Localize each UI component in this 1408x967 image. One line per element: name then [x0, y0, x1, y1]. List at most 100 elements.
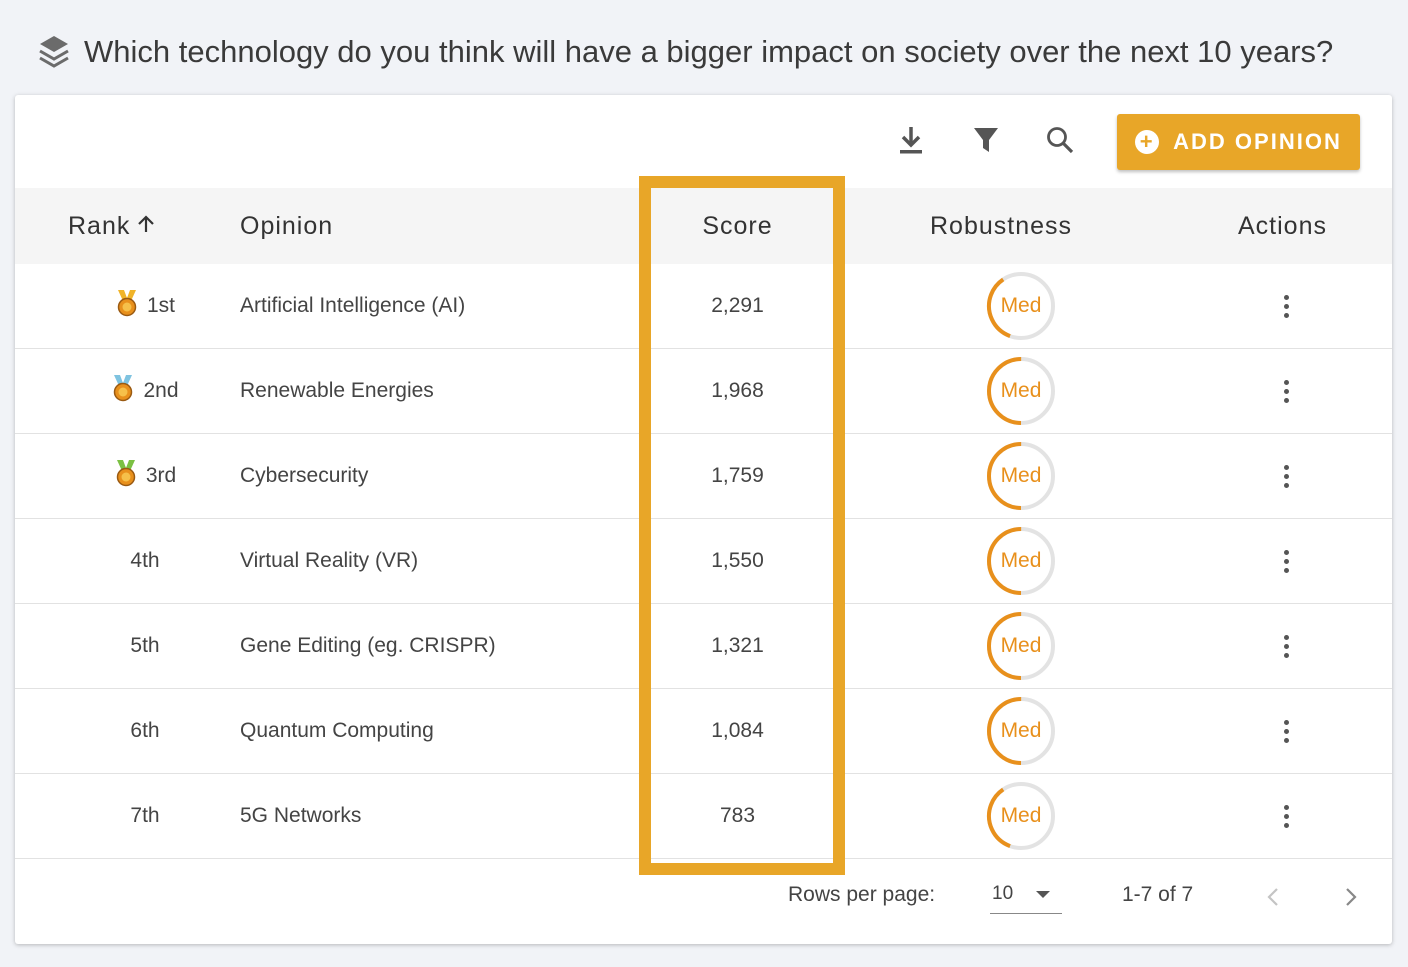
score-cell: 1,321 — [711, 634, 764, 657]
row-actions-button[interactable] — [1271, 349, 1301, 433]
more-vert-icon — [1283, 719, 1289, 743]
robustness-cell: Med — [985, 349, 1057, 433]
robustness-gauge: Med — [985, 355, 1057, 427]
robustness-label: Med — [1000, 719, 1042, 742]
rank-value: 4th — [130, 549, 160, 572]
score-cell: 2,291 — [711, 294, 764, 317]
robustness-label: Med — [1000, 464, 1042, 487]
table-pagination: Rows per page: 10 1-7 of 7 — [15, 855, 1392, 944]
robustness-label: Med — [1000, 294, 1042, 317]
row-actions-button[interactable] — [1271, 774, 1301, 858]
table-row[interactable]: 4th Virtual Reality (VR) 1,550 Med — [15, 519, 1392, 604]
rank-column-header[interactable]: Rank — [68, 188, 156, 264]
actions-column-header: Actions — [1238, 211, 1327, 240]
robustness-gauge: Med — [985, 610, 1057, 682]
add-circle-icon: + — [1135, 130, 1160, 154]
table-row[interactable]: 1st Artificial Intelligence (AI) 2,291 M… — [15, 264, 1392, 349]
table-row[interactable]: 6th Quantum Computing 1,084 Med — [15, 689, 1392, 774]
opinion-cell[interactable]: Artificial Intelligence (AI) — [240, 294, 466, 317]
row-actions-button[interactable] — [1271, 264, 1301, 348]
chevron-right-icon — [1346, 888, 1357, 906]
rank-value: 5th — [130, 634, 160, 657]
question-header: Which technology do you think will have … — [38, 28, 1333, 76]
gold-medal-icon — [115, 289, 139, 323]
table-row[interactable]: 7th 5G Networks 783 Med — [15, 774, 1392, 859]
download-icon[interactable] — [893, 122, 929, 158]
row-actions-button[interactable] — [1271, 519, 1301, 603]
row-actions-button[interactable] — [1271, 434, 1301, 518]
rank-header-label: Rank — [68, 211, 131, 240]
more-vert-icon — [1283, 549, 1289, 573]
rank-value: 7th — [130, 804, 160, 827]
score-cell: 1,084 — [711, 719, 764, 742]
add-opinion-button[interactable]: + ADD OPINION — [1117, 114, 1360, 170]
score-column-header[interactable]: Score — [702, 211, 773, 240]
score-cell: 1,550 — [711, 549, 764, 572]
layers-icon — [38, 34, 70, 70]
opinion-cell[interactable]: Renewable Energies — [240, 379, 434, 402]
robustness-gauge: Med — [985, 270, 1057, 342]
opinions-table-card: + ADD OPINION Rank Opinion Score Robustn… — [15, 95, 1392, 944]
rank-cell: 4th — [75, 519, 215, 603]
filter-icon[interactable] — [968, 122, 1004, 158]
rank-cell: 7th — [75, 774, 215, 858]
table-body: 1st Artificial Intelligence (AI) 2,291 M… — [15, 264, 1392, 859]
robustness-gauge: Med — [985, 440, 1057, 512]
robustness-cell: Med — [985, 519, 1057, 603]
rank-cell: 1st — [75, 264, 215, 348]
table-toolbar: + ADD OPINION — [15, 95, 1392, 188]
score-cell: 783 — [719, 804, 756, 827]
opinion-cell[interactable]: Gene Editing (eg. CRISPR) — [240, 634, 496, 657]
robustness-gauge: Med — [985, 780, 1057, 852]
rows-per-page-select[interactable]: 10 — [990, 875, 1062, 914]
row-actions-button[interactable] — [1271, 604, 1301, 688]
robustness-gauge: Med — [985, 695, 1057, 767]
table-row[interactable]: 3rd Cybersecurity 1,759 Med — [15, 434, 1392, 519]
more-vert-icon — [1283, 804, 1289, 828]
rank-value: 1st — [146, 294, 175, 317]
score-cell: 1,759 — [711, 464, 764, 487]
opinion-cell[interactable]: Virtual Reality (VR) — [240, 549, 419, 572]
more-vert-icon — [1283, 634, 1289, 658]
more-vert-icon — [1283, 294, 1289, 318]
opinion-cell[interactable]: Cybersecurity — [240, 464, 369, 487]
rows-per-page-label: Rows per page: — [788, 883, 936, 906]
opinion-column-header[interactable]: Opinion — [240, 211, 334, 240]
rank-value: 6th — [130, 719, 160, 742]
sort-arrow-up-icon — [136, 212, 156, 241]
row-actions-button[interactable] — [1271, 689, 1301, 773]
robustness-column-header[interactable]: Robustness — [930, 211, 1073, 240]
rows-per-page-value: 10 — [992, 883, 1014, 904]
opinion-cell[interactable]: Quantum Computing — [240, 719, 434, 742]
table-row[interactable]: 5th Gene Editing (eg. CRISPR) 1,321 Med — [15, 604, 1392, 689]
pagination-range: 1-7 of 7 — [1122, 883, 1194, 906]
rank-cell: 3rd — [75, 434, 215, 518]
robustness-label: Med — [1000, 549, 1042, 572]
score-cell: 1,968 — [711, 379, 764, 402]
robustness-cell: Med — [985, 604, 1057, 688]
robustness-cell: Med — [985, 264, 1057, 348]
previous-page-button[interactable] — [1258, 879, 1288, 915]
robustness-label: Med — [1000, 804, 1042, 827]
robustness-gauge: Med — [985, 525, 1057, 597]
add-opinion-label: ADD OPINION — [1173, 129, 1342, 154]
more-vert-icon — [1283, 464, 1289, 488]
opinion-cell[interactable]: 5G Networks — [240, 804, 362, 827]
table-row[interactable]: 2nd Renewable Energies 1,968 Med — [15, 349, 1392, 434]
robustness-label: Med — [1000, 634, 1042, 657]
robustness-cell: Med — [985, 774, 1057, 858]
rank-value: 2nd — [143, 379, 179, 402]
rank-cell: 5th — [75, 604, 215, 688]
question-title: Which technology do you think will have … — [84, 34, 1334, 69]
chevron-left-icon — [1267, 888, 1278, 906]
more-vert-icon — [1283, 379, 1289, 403]
robustness-cell: Med — [985, 689, 1057, 773]
next-page-button[interactable] — [1336, 879, 1366, 915]
search-icon[interactable] — [1042, 122, 1078, 158]
silver-medal-icon — [111, 374, 135, 408]
rank-cell: 6th — [75, 689, 215, 773]
table-header: Rank Opinion Score Robustness Actions — [15, 188, 1392, 264]
rank-value: 3rd — [145, 464, 177, 487]
caret-down-icon — [1036, 891, 1050, 898]
bronze-medal-icon — [114, 459, 138, 493]
